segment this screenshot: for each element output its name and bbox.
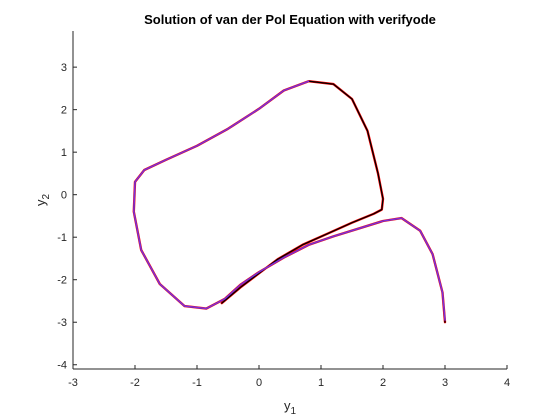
series-line-3 <box>133 80 446 321</box>
x-tick-label: -2 <box>130 377 140 389</box>
y-tick-label: -1 <box>57 232 67 244</box>
x-tick-label: 3 <box>442 377 448 389</box>
x-axis-label: y1 <box>284 398 297 417</box>
y-tick-label: 2 <box>61 105 67 117</box>
y-tick-label: 1 <box>61 147 67 159</box>
x-tick-label: -1 <box>192 377 202 389</box>
x-tick-label: 1 <box>318 377 324 389</box>
x-tick-label: -3 <box>68 377 78 389</box>
y-tick-label: -2 <box>57 275 67 287</box>
x-ticks: -3 -2 -1 0 1 2 3 4 <box>68 365 510 389</box>
series-layer <box>132 79 447 324</box>
series-line-1 <box>132 79 447 324</box>
y-tick-label: -3 <box>57 317 67 329</box>
y-tick-label: 0 <box>61 190 67 202</box>
y-axis-label: y2 <box>33 194 52 207</box>
y-tick-label: -4 <box>57 360 67 372</box>
y-axis-label-base: y <box>33 199 48 206</box>
series-line-2 <box>133 80 446 323</box>
x-axis-label-sub: 1 <box>290 406 296 417</box>
chart-title: Solution of van der Pol Equation with ve… <box>144 12 436 27</box>
x-tick-label: 4 <box>504 377 510 389</box>
x-axis-label-base: y <box>284 398 291 413</box>
y-tick-label: 3 <box>61 62 67 74</box>
x-tick-label: 0 <box>256 377 262 389</box>
y-ticks: -4 -3 -2 -1 0 1 2 3 <box>57 62 77 372</box>
y-axis-label-sub: 2 <box>41 194 52 200</box>
x-tick-label: 2 <box>380 377 386 389</box>
